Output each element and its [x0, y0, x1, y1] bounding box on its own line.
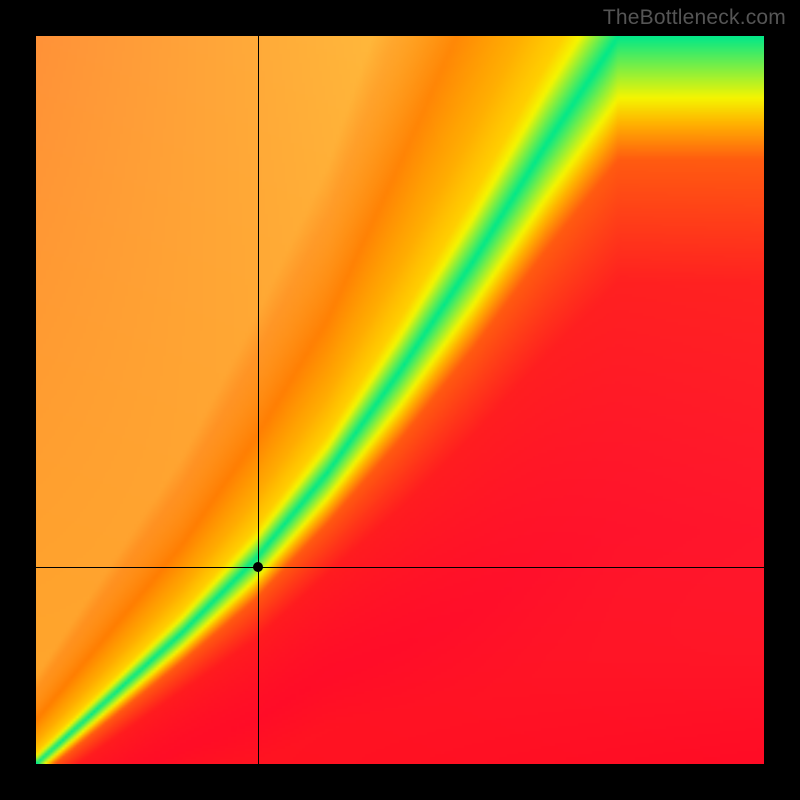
watermark-text: TheBottleneck.com [603, 6, 786, 30]
bottleneck-heatmap [36, 36, 764, 764]
crosshair-horizontal [36, 567, 764, 568]
plot-area [36, 36, 764, 764]
crosshair-vertical [258, 36, 259, 764]
selection-marker [253, 562, 263, 572]
